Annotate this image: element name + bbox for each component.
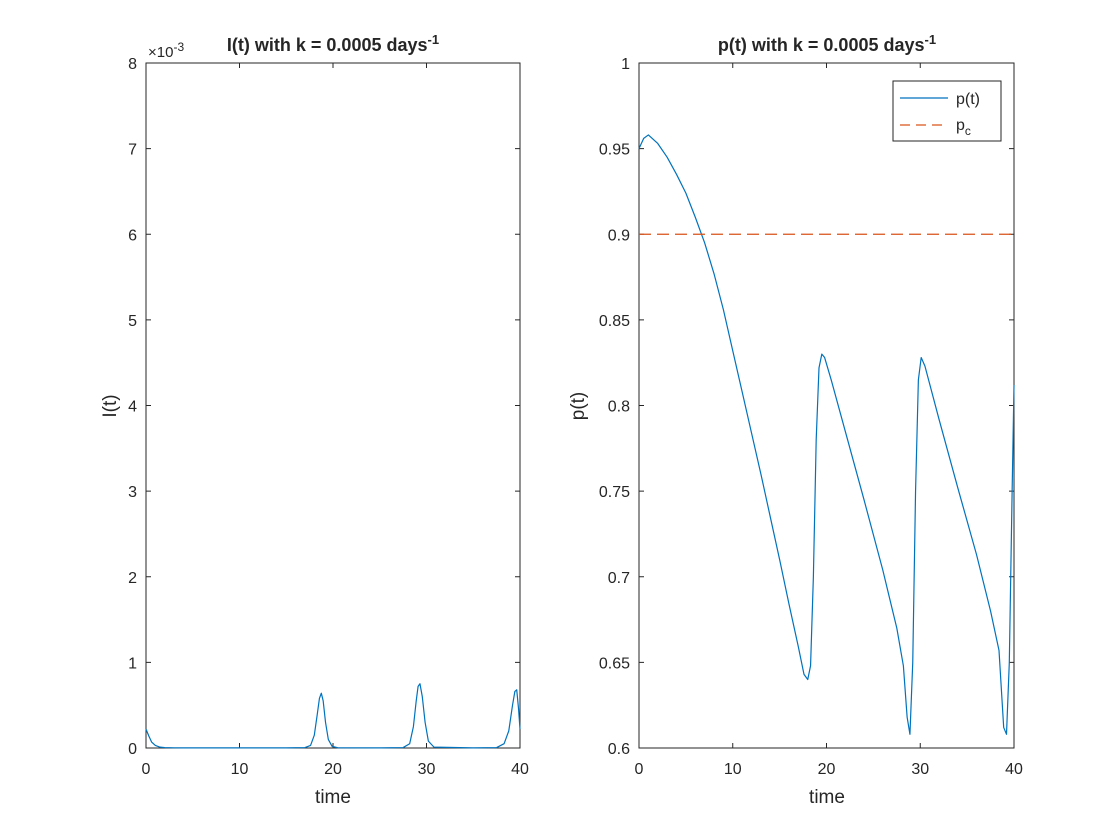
- x-tick-label: 10: [724, 761, 742, 778]
- series-group-left: [145, 683, 521, 749]
- series-line-right-0: [638, 134, 1015, 735]
- y-tick-label: 6: [128, 227, 137, 244]
- x-tick-label: 40: [1005, 761, 1023, 778]
- exponent-label-left: ×10-3: [148, 40, 184, 61]
- y-ticks-left: 0 1 2 3 4 5 6 7 8: [128, 56, 520, 758]
- y-tick-label: 0: [128, 741, 137, 758]
- y-tick-label: 0.9: [608, 227, 630, 244]
- y-tick-label: 1: [621, 56, 630, 73]
- legend: p(t) pc: [892, 80, 1002, 142]
- x-tick-label: 20: [818, 761, 836, 778]
- x-axis-label-left: time: [315, 787, 351, 808]
- legend-label-p: p(t): [956, 91, 980, 108]
- y-tick-label: 5: [128, 313, 137, 330]
- y-tick-label: 4: [128, 399, 137, 416]
- chart-title-right: p(t) with k = 0.0005 days-1: [718, 32, 936, 55]
- y-tick-label: 3: [128, 484, 137, 501]
- y-tick-label: 0.75: [599, 484, 630, 501]
- y-tick-label: 0.6: [608, 741, 630, 758]
- y-tick-label: 0.7: [608, 570, 630, 587]
- x-tick-label: 40: [511, 761, 529, 778]
- x-tick-label: 20: [324, 761, 342, 778]
- legend-label-pc: pc: [956, 117, 971, 138]
- x-ticks-right: 0 10 20 30 40: [635, 63, 1023, 778]
- chart-left: 0 1 2 3 4 5 6 7 8 0 10 20 30 40 ×10-3 I(t) with k = …: [100, 32, 529, 808]
- y-tick-label: 7: [128, 142, 137, 159]
- chart-right: 0.60.650.70.750.80.850.90.951 0 10 20 30 40 …: [568, 32, 1023, 808]
- plot-area-right: [638, 62, 1015, 749]
- y-axis-label-right: p(t): [568, 392, 589, 421]
- plot-area-left: [145, 62, 521, 749]
- legend-box: [892, 80, 1002, 142]
- y-tick-label: 0.85: [599, 313, 630, 330]
- y-ticks-right: 0.6 0.65 0.7 0.75 0.8 0.85 0.9 0.95 1: [599, 56, 1014, 758]
- x-tick-label: 0: [635, 761, 644, 778]
- x-tick-label: 10: [231, 761, 249, 778]
- series-line-left-0: [145, 683, 521, 749]
- y-tick-label: 0.8: [608, 399, 630, 416]
- x-tick-label: 0: [142, 761, 151, 778]
- y-tick-label: 2: [128, 570, 137, 587]
- x-tick-label: 30: [911, 761, 929, 778]
- y-tick-label: 1: [128, 655, 137, 672]
- series-group-right: [638, 134, 1015, 735]
- y-axis-label-left: I(t): [100, 394, 121, 417]
- chart-title-left: I(t) with k = 0.0005 days-1: [227, 32, 439, 55]
- y-tick-label: 0.95: [599, 142, 630, 159]
- y-tick-label: 8: [128, 56, 137, 73]
- x-tick-label: 30: [418, 761, 436, 778]
- x-axis-label-right: time: [809, 787, 845, 808]
- y-tick-label: 0.65: [599, 655, 630, 672]
- x-ticks-left: 0 10 20 30 40: [142, 63, 529, 778]
